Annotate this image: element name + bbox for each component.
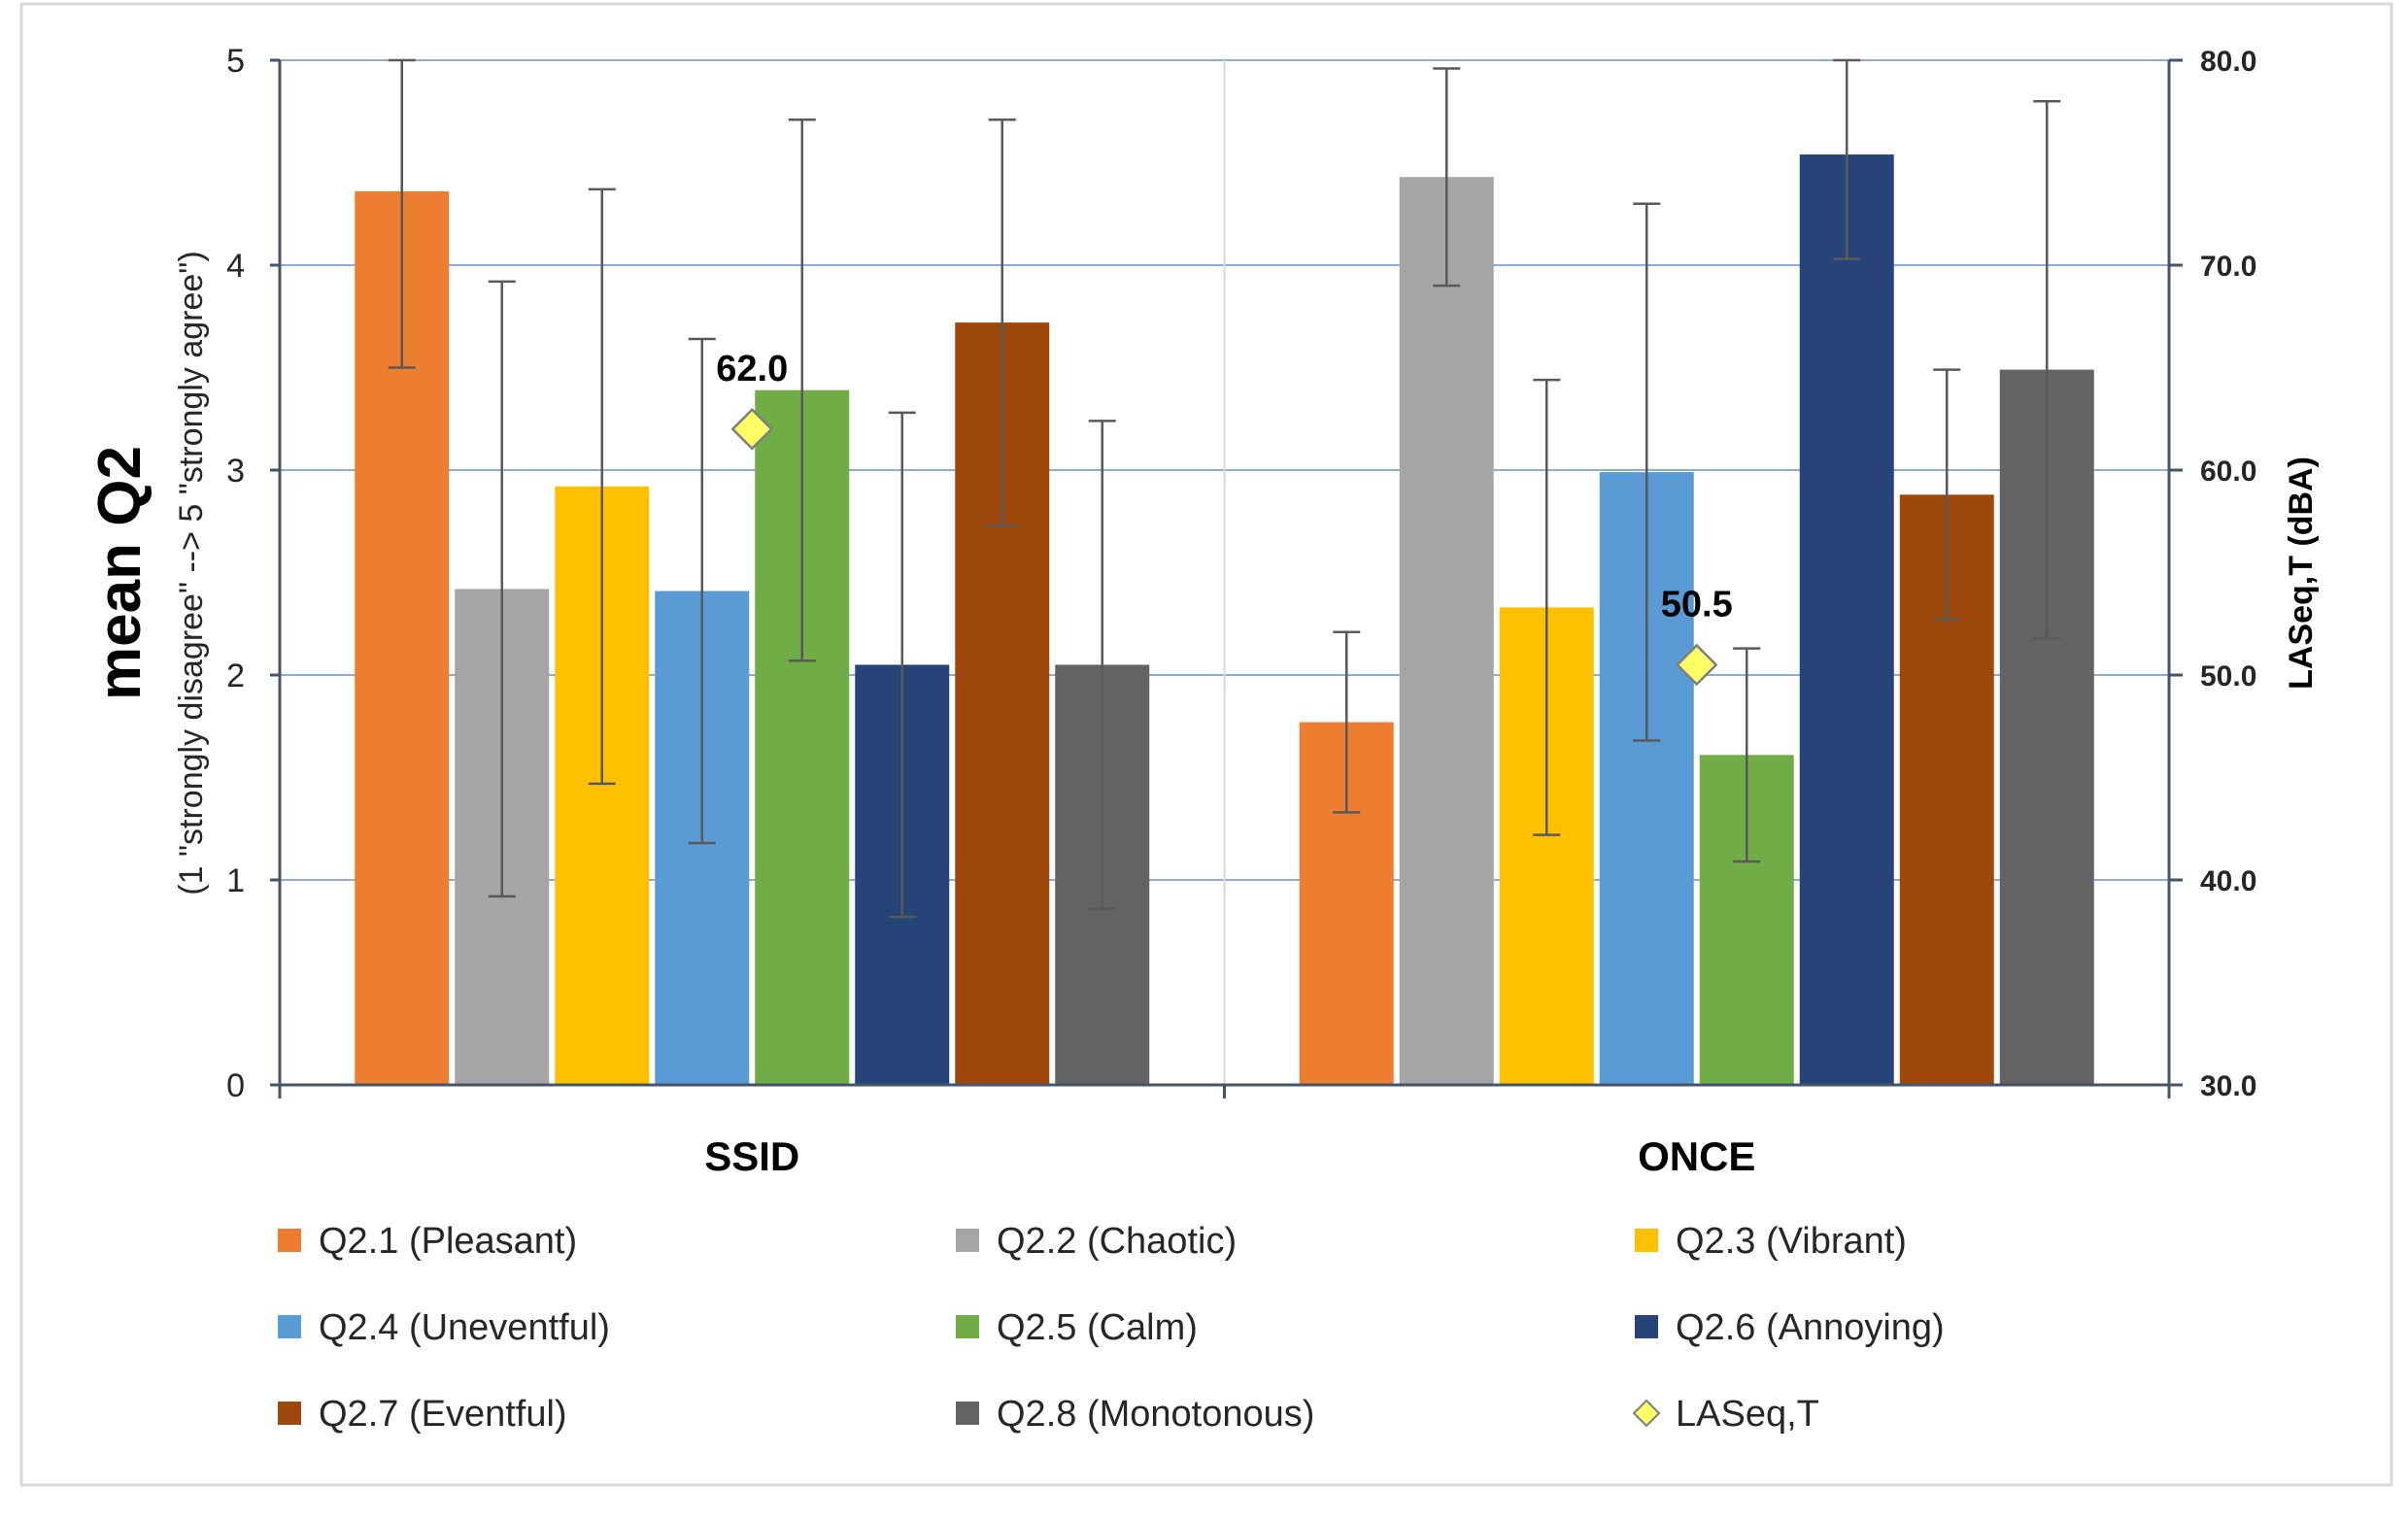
laseq-label-ssid: 62.0 — [716, 349, 788, 389]
legend-swatch-5 — [956, 1315, 979, 1338]
category-label-once: ONCE — [1638, 1133, 1755, 1179]
y-tick-label: 3 — [226, 453, 245, 490]
y-tick-label: 5 — [226, 43, 245, 80]
bar-once-2 — [1399, 177, 1494, 1085]
y-tick-label: 2 — [226, 658, 245, 694]
legend-label-5: Q2.5 (Calm) — [997, 1307, 1198, 1348]
legend-swatch-3 — [1635, 1229, 1658, 1252]
laseq-marker-once — [1675, 643, 1718, 687]
y-axis-subtitle: (1 "strongly disagree" --> 5 "strongly a… — [173, 251, 210, 895]
y2-tick-label: 30.0 — [2200, 1070, 2256, 1102]
legend-swatch-7 — [278, 1402, 301, 1425]
bar-once-6 — [1799, 154, 1894, 1085]
legend-swatch-6 — [1635, 1315, 1658, 1338]
legend-label-9: LASeq,T — [1676, 1394, 1819, 1435]
laseq-marker-ssid — [730, 408, 774, 451]
legend-swatch-4 — [278, 1315, 301, 1338]
legend-label-1: Q2.1 (Pleasant) — [319, 1221, 577, 1262]
y-axis-title: mean Q2 — [86, 446, 153, 700]
y-tick-label: 1 — [226, 862, 245, 899]
y2-tick-label: 50.0 — [2200, 660, 2256, 693]
y-tick-label: 4 — [226, 248, 245, 285]
legend-marker-laseq — [1632, 1399, 1661, 1428]
y2-tick-label: 60.0 — [2200, 456, 2256, 488]
legend-label-6: Q2.6 (Annoying) — [1676, 1307, 1945, 1348]
legend-label-7: Q2.7 (Eventful) — [319, 1394, 567, 1435]
legend-label-4: Q2.4 (Uneventful) — [319, 1307, 610, 1348]
legend-label-3: Q2.3 (Vibrant) — [1676, 1221, 1907, 1262]
legend-label-8: Q2.8 (Monotonous) — [997, 1394, 1314, 1435]
legend-swatch-8 — [956, 1402, 979, 1425]
y2-tick-label: 70.0 — [2200, 251, 2256, 283]
laseq-label-once: 50.5 — [1661, 584, 1733, 625]
category-label-ssid: SSID — [704, 1133, 799, 1179]
y2-tick-label: 40.0 — [2200, 865, 2256, 897]
legend-swatch-1 — [278, 1229, 301, 1252]
y-tick-label: 0 — [226, 1067, 245, 1104]
legend-swatch-2 — [956, 1229, 979, 1252]
legend-label-2: Q2.2 (Chaotic) — [997, 1221, 1237, 1262]
y2-axis-title: LASeq,T (dBA) — [2283, 456, 2320, 690]
y2-tick-label: 80.0 — [2200, 46, 2256, 78]
